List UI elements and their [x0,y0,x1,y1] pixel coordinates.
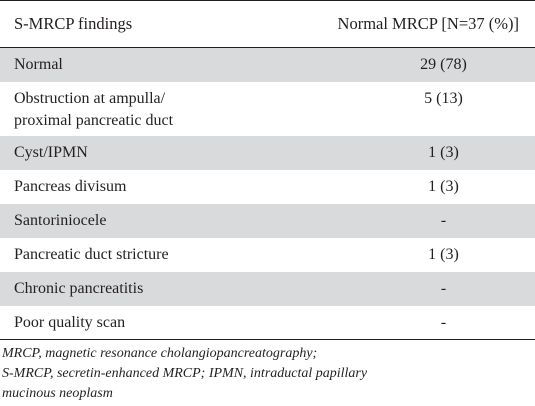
footnote-line: mucinous neoplasm [2,386,113,401]
footnote-line: MRCP, magnetic resonance cholangiopancre… [2,346,318,361]
row-value: - [440,211,447,229]
row-value: - [440,313,447,331]
table-header-row: S-MRCP findings Normal MRCP [N=37 (%)] [0,0,535,48]
table-row: Poor quality scan - [0,306,535,340]
row-value: 1 (3) [428,177,459,195]
table-row: Normal 29 (78) [0,47,535,82]
row-value: 29 (78) [420,56,467,73]
row-value: 1 (3) [428,143,459,161]
row-finding: Pancreas divisum [14,177,127,195]
row-finding: Obstruction at ampulla/proximal pancreat… [0,82,300,136]
row-finding: Cyst/IPMN [14,143,88,161]
row-finding: Normal [14,56,63,73]
footnote-line: S-MRCP, secretin-enhanced MRCP; IPMN, in… [2,366,368,381]
header-findings: S-MRCP findings [14,14,133,33]
row-finding: Poor quality scan [14,313,126,331]
table-row: Pancreas divisum 1 (3) [0,170,535,204]
table-row: Chronic pancreatitis - [0,271,535,306]
row-value: - [440,279,447,297]
findings-table: S-MRCP findings Normal MRCP [N=37 (%)] N… [0,0,535,340]
table-row: Obstruction at ampulla/proximal pancreat… [0,82,535,136]
row-value: 1 (3) [428,245,459,263]
row-finding: Chronic pancreatitis [14,279,144,297]
row-finding-line-2: proximal pancreatic duct [14,111,174,129]
table-row: Cyst/IPMN 1 (3) [0,135,535,170]
header-normal-mrcp: Normal MRCP [N=37 (%)] [337,14,519,33]
table-row: Santoriniocele - [0,203,535,238]
row-finding: Santoriniocele [14,211,107,229]
table-footnote: MRCP, magnetic resonance cholangiopancre… [0,340,522,404]
row-finding-line-1: Obstruction at ampulla/ [14,89,166,107]
table-row: Pancreatic duct stricture 1 (3) [0,238,535,272]
row-value: 5 (13) [424,89,463,107]
row-finding: Pancreatic duct stricture [14,245,169,263]
